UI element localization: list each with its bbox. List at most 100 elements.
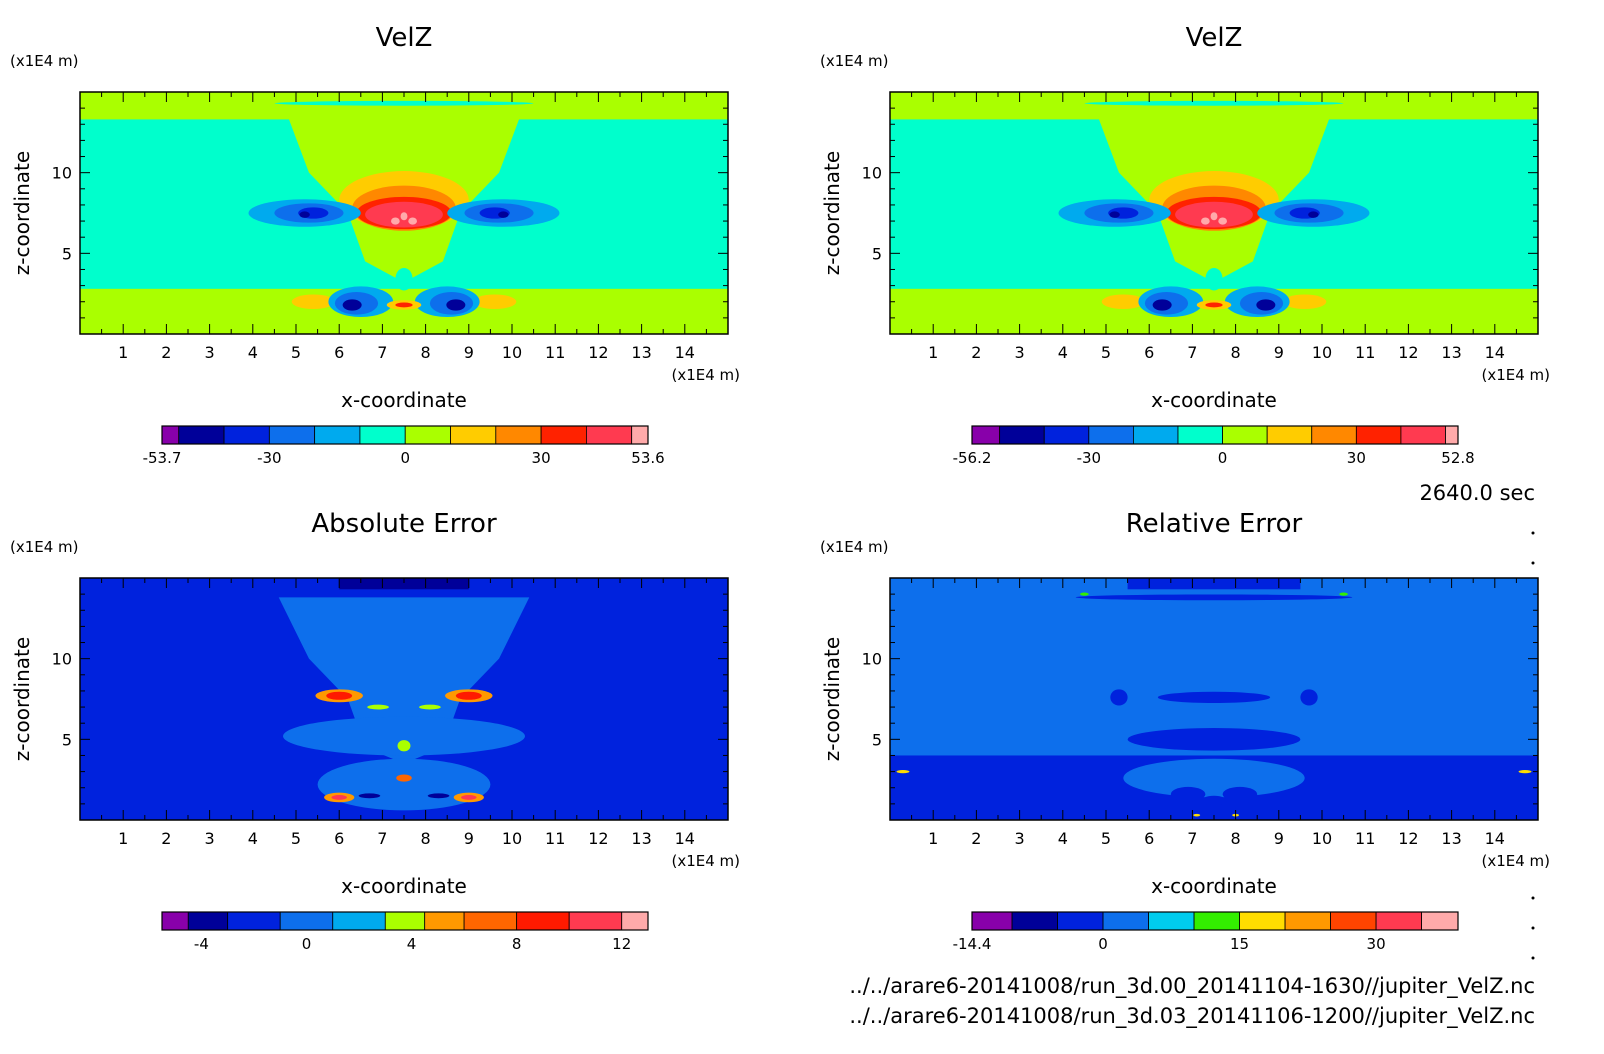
contour-field: [80, 578, 728, 820]
colorbar-tick-label: 52.8: [1441, 449, 1474, 467]
contour-region: [291, 294, 335, 309]
x-tick-label: 1: [118, 829, 128, 848]
contour-region: [1109, 211, 1120, 218]
colorbar-swatch: [568, 911, 623, 931]
y-axis-label: z-coordinate: [820, 151, 844, 275]
x-tick-label: 3: [205, 343, 215, 362]
x-tick-label: 12: [588, 343, 608, 362]
x-tick-label: 3: [205, 829, 215, 848]
y-tick-label: 10: [52, 164, 72, 183]
contour-region: [1308, 211, 1319, 218]
colorbar-frame: [161, 911, 649, 931]
x-tick-label: 9: [1274, 343, 1284, 362]
contour-region: [326, 691, 353, 700]
y-unit-label: (x1E4 m): [820, 538, 889, 556]
contour-region: [400, 212, 408, 221]
x-tick-label: 9: [464, 829, 474, 848]
colorbar-swatch: [227, 911, 281, 931]
contour-region: [1300, 689, 1318, 706]
contour-region: [1080, 592, 1089, 596]
contour-region: [391, 217, 400, 225]
contour-region: [1518, 769, 1532, 774]
colorbar-tick-label: 8: [512, 935, 522, 953]
colorbar-swatch: [187, 911, 229, 931]
x-tick-label: 13: [1441, 343, 1461, 362]
colorbar-tick-label: 0: [1218, 449, 1228, 467]
colorbar-swatch: [223, 425, 270, 445]
contour-region: [473, 294, 517, 309]
x-tick-label: 11: [1355, 829, 1375, 848]
x-tick-label: 12: [588, 829, 608, 848]
contour-region: [1152, 299, 1172, 311]
colorbar-tick-label: -53.7: [143, 449, 182, 467]
colorbar-tick-label: 12: [612, 935, 631, 953]
contour-region: [367, 704, 389, 710]
colorbar: -53.7 -30 0 30 53.6: [143, 425, 665, 467]
x-tick-label: 11: [545, 343, 565, 362]
colorbar-swatch: [384, 911, 426, 931]
x-tick-label: 8: [421, 829, 431, 848]
contour-region: [395, 267, 413, 291]
y-tick-label: 5: [872, 244, 882, 263]
colorbar-frame: [971, 425, 1459, 445]
y-tick-label: 10: [862, 650, 882, 669]
x-tick-label: 7: [1187, 829, 1197, 848]
x-tick-label: 5: [1101, 829, 1111, 848]
x-tick-label: 8: [421, 343, 431, 362]
contour-region: [299, 211, 310, 218]
contour-field: [80, 92, 728, 334]
colorbar-swatch: [1148, 911, 1195, 931]
colorbar-swatch: [1088, 425, 1134, 445]
contour-region: [1170, 786, 1206, 802]
y-axis-label: z-coordinate: [10, 151, 34, 275]
x-tick-label: 4: [1058, 829, 1068, 848]
contour-region: [1123, 758, 1305, 798]
y-axis-label: z-coordinate: [10, 637, 34, 761]
y-unit-label: (x1E4 m): [10, 538, 79, 556]
colorbar-swatch: [1355, 425, 1402, 445]
colorbar-swatch: [631, 425, 649, 445]
colorbar-swatch: [424, 911, 465, 931]
x-tick-label: 9: [464, 343, 474, 362]
x-unit-label: (x1E4 m): [1481, 852, 1550, 870]
x-tick-label: 6: [334, 343, 344, 362]
x-tick-label: 14: [1485, 829, 1505, 848]
colorbar-swatch: [1375, 911, 1422, 931]
colorbar-tick-label: 0: [1098, 935, 1108, 953]
chart-title: VelZ: [376, 23, 433, 53]
colorbar-swatch: [314, 425, 361, 445]
x-tick-label: 8: [1231, 829, 1241, 848]
x-unit-label: (x1E4 m): [671, 852, 740, 870]
y-tick-label: 5: [62, 244, 72, 263]
colorbar-tick-label: 0: [302, 935, 312, 953]
x-tick-label: 10: [502, 343, 522, 362]
contour-region: [1101, 294, 1145, 309]
x-tick-label: 7: [1187, 343, 1197, 362]
contour-region: [1256, 299, 1276, 311]
colorbar-swatch: [999, 425, 1045, 445]
contour-region: [1339, 592, 1348, 596]
colorbar-swatch: [586, 425, 633, 445]
x-tick-label: 11: [545, 829, 565, 848]
y-tick-label: 5: [872, 730, 882, 749]
x-tick-label: 8: [1231, 343, 1241, 362]
colorbar-tick-label: -14.4: [953, 935, 992, 953]
colorbar-swatch: [1011, 911, 1058, 931]
colorbar-swatch: [463, 911, 518, 931]
colorbar-swatch: [1284, 911, 1331, 931]
contour-region: [408, 217, 417, 225]
colorbar-swatch: [332, 911, 386, 931]
colorbar-tick-label: -30: [1077, 449, 1102, 467]
x-tick-label: 4: [1058, 343, 1068, 362]
x-tick-label: 9: [1274, 829, 1284, 848]
colorbar-swatch: [1311, 425, 1357, 445]
contour-region: [1084, 100, 1344, 106]
colorbar-tick-label: -56.2: [953, 449, 992, 467]
contour-region: [395, 302, 413, 308]
x-tick-label: 2: [971, 343, 981, 362]
x-tick-label: 7: [377, 343, 387, 362]
contour-region: [1075, 594, 1353, 601]
